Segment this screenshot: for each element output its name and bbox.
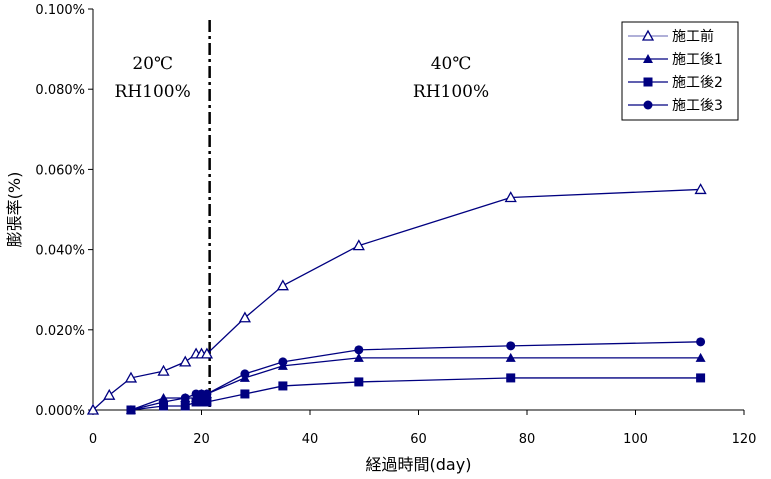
legend-label: 施工後3: [672, 98, 723, 114]
annotation: 40℃: [431, 54, 472, 74]
legend-marker: [643, 77, 653, 87]
data-point-0: [276, 279, 289, 291]
data-point-0: [157, 364, 170, 376]
data-point-0: [103, 388, 116, 400]
annotation: RH100%: [413, 82, 489, 102]
data-point-2: [197, 397, 206, 407]
legend: [621, 21, 739, 121]
data-point-0: [504, 191, 517, 203]
series-line-2: [130, 377, 701, 411]
x-tick-label: 100: [623, 432, 648, 447]
x-tick-label: 0: [89, 432, 97, 447]
legend-marker: [643, 54, 653, 63]
data-point-1: [353, 352, 364, 362]
legend-label: 施工前: [672, 28, 714, 45]
x-axis-label: 経過時間(day): [366, 455, 472, 474]
data-point-1: [695, 352, 706, 362]
data-point-3: [126, 405, 136, 415]
data-point-2: [696, 373, 706, 383]
data-point-3: [180, 393, 190, 403]
x-tick-label: 60: [410, 432, 427, 447]
y-tick-label: 0.040%: [35, 244, 85, 259]
data-point-3: [354, 345, 364, 355]
data-point-3: [240, 369, 250, 379]
y-tick-label: 0.000%: [35, 404, 85, 419]
annotation: RH100%: [115, 82, 191, 102]
legend-label: 施工後1: [672, 52, 723, 68]
series-line-1: [130, 357, 701, 411]
data-point-3: [278, 357, 288, 367]
x-tick-label: 20: [193, 432, 210, 447]
data-point-0: [352, 239, 365, 251]
series-line-0: [92, 188, 701, 411]
y-tick-label: 0.100%: [35, 3, 85, 18]
y-axis-label: 膨張率(%): [5, 172, 24, 248]
x-tick-label: 120: [732, 432, 757, 447]
legend-label: 施工後2: [672, 75, 723, 91]
data-point-3: [159, 397, 169, 407]
data-point-2: [354, 377, 364, 387]
data-point-0: [179, 355, 192, 367]
legend-marker: [641, 29, 655, 41]
y-tick-label: 0.060%: [35, 163, 85, 178]
data-point-0: [124, 371, 138, 383]
data-point-2: [191, 397, 201, 407]
data-point-0: [694, 183, 707, 195]
data-point-2: [202, 397, 212, 407]
data-point-2: [278, 381, 288, 391]
data-point-0: [238, 311, 252, 323]
x-tick-label: 40: [302, 432, 319, 447]
x-tick-label: 80: [519, 432, 536, 447]
data-point-3: [696, 337, 706, 347]
data-point-1: [505, 352, 516, 362]
data-point-2: [240, 389, 250, 399]
y-tick-label: 0.080%: [35, 83, 85, 98]
data-point-3: [202, 389, 212, 399]
legend-marker: [643, 100, 653, 110]
y-tick-label: 0.020%: [35, 324, 85, 339]
data-point-0: [86, 403, 100, 415]
annotation: 20℃: [132, 54, 173, 74]
data-point-0: [200, 347, 214, 359]
data-point-2: [506, 373, 516, 383]
data-point-3: [506, 341, 516, 351]
data-point-2: [180, 401, 190, 411]
